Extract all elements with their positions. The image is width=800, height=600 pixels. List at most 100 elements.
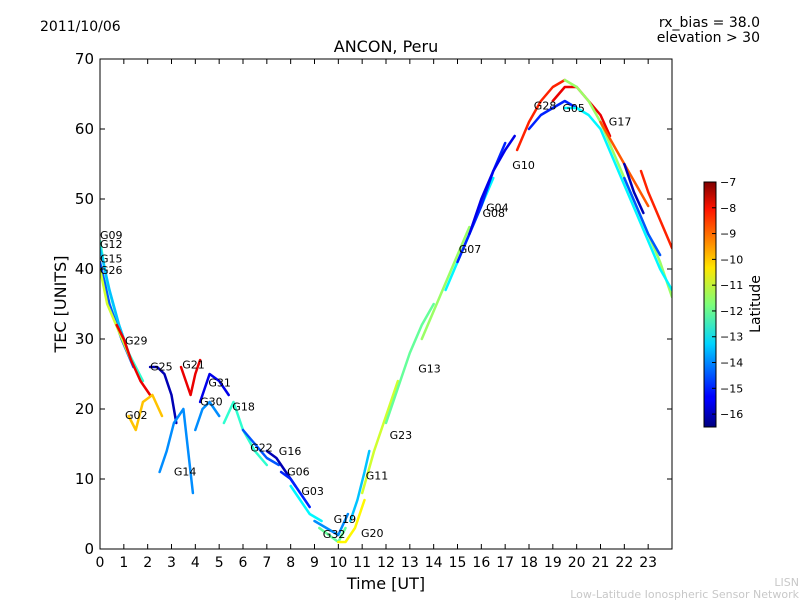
sat-label-g03: G03 (301, 485, 324, 498)
x-tick-label: 14 (425, 555, 443, 571)
series-desc5 (623, 162, 645, 215)
x-tick-label: 4 (191, 555, 200, 571)
x-tick-label: 8 (286, 555, 295, 571)
x-tick-label: 6 (239, 555, 248, 571)
x-tick-label: 5 (215, 555, 224, 571)
sat-label-g07: G07 (459, 243, 482, 256)
x-tick-label: 0 (96, 555, 105, 571)
sat-label-g13: G13 (418, 363, 441, 376)
series-g11 (349, 449, 371, 523)
series-g22 (241, 428, 281, 467)
y-tick-label: 20 (75, 400, 94, 418)
sat-label-g19: G19 (334, 513, 357, 526)
colorbar-ticks: −7 −8 −9 −10 −11 −12 −13 −14 −15 −16 (712, 176, 743, 421)
series-g19 (313, 512, 350, 537)
chart-title: ANCON, Peru (334, 37, 438, 56)
x-tick-label: 16 (472, 555, 490, 571)
series-desc1 (563, 78, 672, 299)
colorbar-tick-label: −8 (720, 202, 736, 215)
sat-label-g23: G23 (390, 429, 413, 442)
sat-label-g06: G06 (287, 466, 310, 479)
y-tick-label: 50 (75, 190, 94, 208)
y-tick-label: 40 (75, 260, 94, 278)
colorbar-tick-label: −7 (720, 176, 736, 189)
sat-label-g14: G14 (174, 466, 197, 479)
x-tick-label: 17 (496, 555, 514, 571)
sat-label-g09: G09 (100, 229, 123, 242)
series-desc6 (639, 169, 672, 250)
series-g02 (127, 393, 164, 432)
x-tick-label: 2 (143, 555, 152, 571)
sat-label-g15: G15 (100, 253, 123, 266)
sat-label-g05: G05 (562, 102, 585, 115)
sat-label-g18: G18 (232, 400, 255, 413)
series-desc4 (623, 176, 662, 257)
sat-label-g17: G17 (609, 116, 632, 129)
sat-label-g21: G21 (182, 358, 205, 371)
x-axis: 0 1 2 3 4 5 6 7 8 9 10 11 12 13 14 15 16 17 18 19 20 21 22 23 (96, 59, 657, 571)
info-rx-bias: rx_bias = 38.0 (659, 15, 760, 31)
x-tick-label: 18 (520, 555, 538, 571)
series-g31 (198, 372, 230, 404)
colorbar-tick-label: −15 (720, 382, 743, 395)
sat-label-g22: G22 (250, 442, 273, 455)
watermark-lisn: LISN (774, 576, 799, 589)
x-tick-label: 12 (377, 555, 395, 571)
series-g06 (279, 470, 311, 509)
x-tick-label: 10 (329, 555, 347, 571)
series-g13 (384, 302, 435, 425)
y-axis-label: TEC [UNITS] (51, 256, 70, 354)
x-tick-label: 9 (310, 555, 319, 571)
colorbar (703, 181, 717, 428)
sat-label-g26: G26 (100, 264, 123, 277)
x-tick-label: 13 (401, 555, 419, 571)
colorbar-tick-label: −9 (720, 228, 736, 241)
x-tick-label: 11 (353, 555, 371, 571)
sat-label-g29: G29 (125, 335, 148, 348)
y-tick-label: 30 (75, 330, 94, 348)
series-g20 (337, 498, 366, 544)
series-g05 (527, 99, 578, 131)
sat-label-g32: G32 (323, 528, 346, 541)
series-g28 (515, 78, 567, 152)
x-tick-label: 15 (449, 555, 467, 571)
x-tick-label: 22 (615, 555, 633, 571)
x-tick-label: 20 (568, 555, 586, 571)
date-label: 2011/10/06 (40, 19, 121, 35)
y-axis: 0 10 20 30 40 50 60 70 (75, 50, 672, 558)
sat-label-g08: G08 (483, 207, 506, 220)
colorbar-tick-label: −16 (720, 408, 743, 421)
colorbar-tick-label: −13 (720, 331, 743, 344)
colorbar-tick-label: −11 (720, 279, 743, 292)
sat-label-g20: G20 (361, 527, 384, 540)
series-g03 (289, 484, 323, 523)
series-desc2 (563, 106, 672, 292)
series-g29 (115, 323, 152, 397)
x-tick-label: 7 (262, 555, 271, 571)
series-g30 (194, 400, 221, 432)
x-axis-label: Time [UT] (346, 574, 425, 593)
sat-label-g04: G04 (486, 202, 509, 215)
y-tick-label: 60 (75, 120, 94, 138)
sat-label-g31: G31 (208, 377, 231, 390)
series-g14 (158, 407, 195, 495)
x-tick-label: 1 (119, 555, 128, 571)
sat-label-g02: G02 (125, 409, 148, 422)
colorbar-tick-label: −14 (720, 357, 743, 370)
sat-label-g12: G12 (100, 238, 123, 251)
x-tick-label: 21 (592, 555, 610, 571)
colorbar-tick-label: −12 (720, 305, 743, 318)
series-g10 (468, 134, 516, 236)
info-elevation: elevation > 30 (657, 30, 760, 46)
series-g21 (179, 358, 202, 397)
colorbar-label: Latitude (748, 275, 764, 333)
x-tick-label: 23 (639, 555, 657, 571)
y-tick-label: 10 (75, 470, 94, 488)
y-tick-label: 0 (84, 540, 94, 558)
colorbar-tick-label: −10 (720, 253, 743, 266)
x-tick-label: 19 (544, 555, 562, 571)
sat-label-g28: G28 (534, 99, 557, 112)
series-g25 (148, 365, 178, 425)
